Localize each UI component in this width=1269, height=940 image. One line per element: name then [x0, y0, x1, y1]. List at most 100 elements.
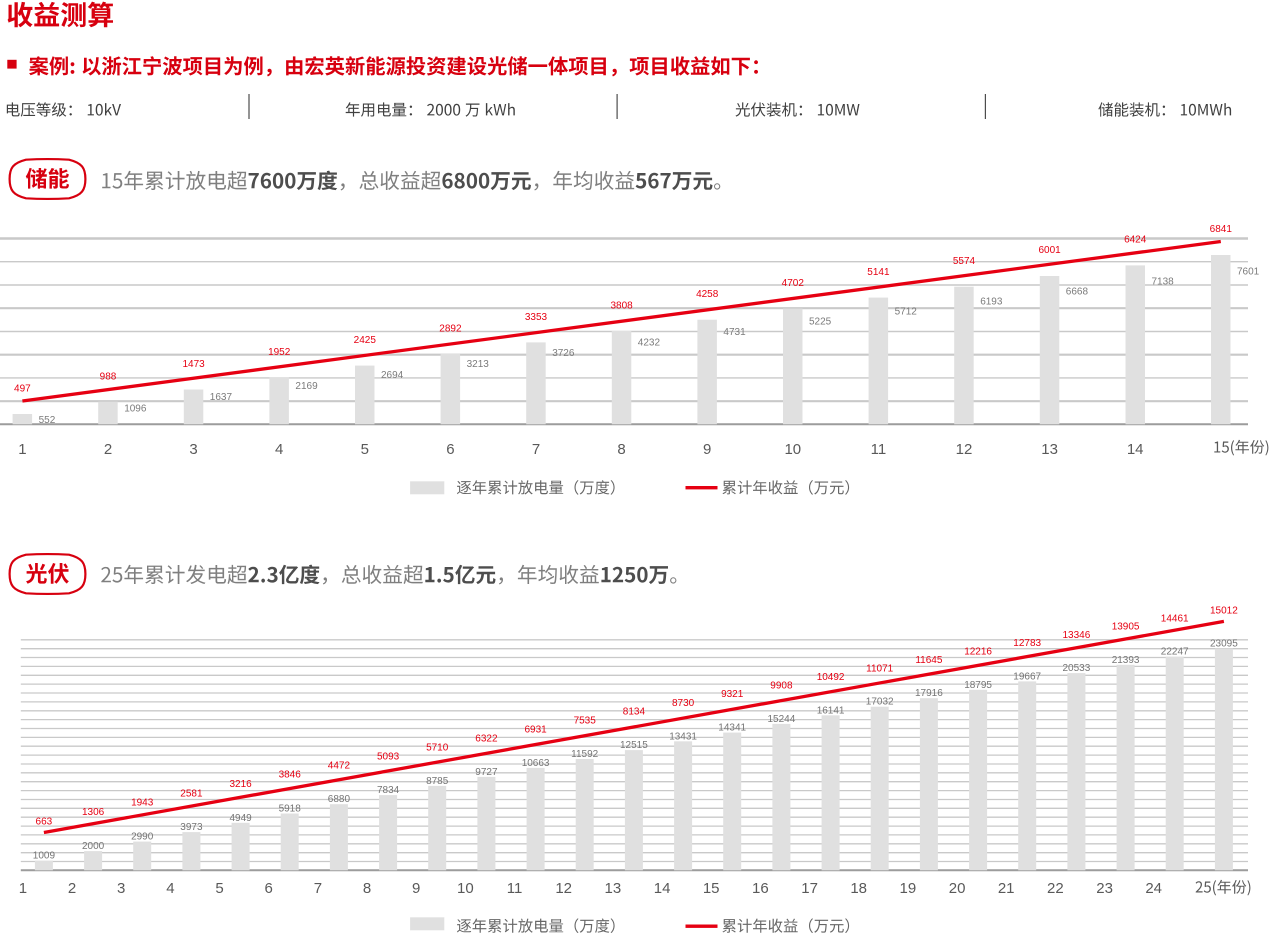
svg-text:6001: 6001 [1038, 245, 1061, 256]
svg-text:4: 4 [166, 880, 174, 897]
svg-text:6668: 6668 [1066, 286, 1089, 297]
svg-text:10663: 10663 [522, 758, 550, 769]
svg-text:2694: 2694 [381, 370, 404, 381]
svg-text:2169: 2169 [295, 381, 318, 392]
svg-text:13: 13 [1041, 441, 1058, 458]
svg-text:10492: 10492 [817, 672, 845, 683]
svg-text:1: 1 [19, 880, 27, 897]
svg-text:1: 1 [18, 441, 26, 458]
svg-text:7601: 7601 [1237, 267, 1260, 278]
svg-text:1306: 1306 [82, 807, 105, 818]
svg-text:5710: 5710 [426, 742, 449, 753]
svg-text:6880: 6880 [328, 794, 351, 805]
svg-text:17916: 17916 [915, 688, 943, 699]
svg-text:6322: 6322 [475, 733, 498, 744]
svg-text:22247: 22247 [1161, 647, 1189, 658]
svg-text:2000: 2000 [82, 841, 105, 852]
svg-text:15: 15 [703, 880, 720, 897]
svg-text:7535: 7535 [574, 715, 597, 726]
svg-text:15012: 15012 [1210, 605, 1238, 616]
svg-text:14: 14 [654, 880, 671, 897]
svg-text:2990: 2990 [131, 832, 154, 843]
svg-text:10: 10 [784, 441, 801, 458]
svg-text:8: 8 [363, 880, 371, 897]
svg-text:19: 19 [900, 880, 917, 897]
svg-text:17032: 17032 [866, 697, 894, 708]
svg-text:11592: 11592 [571, 749, 599, 760]
svg-text:11: 11 [507, 880, 523, 897]
svg-text:20: 20 [949, 880, 966, 897]
svg-text:8785: 8785 [426, 776, 449, 787]
svg-text:12216: 12216 [964, 647, 992, 658]
svg-text:4472: 4472 [328, 761, 351, 772]
svg-text:1009: 1009 [33, 851, 56, 862]
svg-text:9: 9 [703, 441, 711, 458]
svg-text:3846: 3846 [279, 770, 302, 781]
svg-text:19667: 19667 [1013, 671, 1041, 682]
svg-text:5225: 5225 [809, 317, 832, 328]
svg-text:9727: 9727 [475, 767, 498, 778]
svg-text:4949: 4949 [229, 813, 252, 824]
svg-text:12: 12 [555, 880, 572, 897]
svg-text:3973: 3973 [180, 822, 203, 833]
svg-text:14341: 14341 [718, 723, 746, 734]
svg-text:4: 4 [275, 441, 283, 458]
svg-text:7138: 7138 [1152, 276, 1175, 287]
svg-text:20533: 20533 [1062, 663, 1090, 674]
svg-text:2581: 2581 [180, 788, 203, 799]
svg-text:12: 12 [956, 441, 973, 458]
svg-text:497: 497 [14, 384, 31, 395]
svg-text:2892: 2892 [439, 323, 462, 334]
svg-text:7834: 7834 [377, 785, 400, 796]
svg-text:1096: 1096 [124, 403, 147, 414]
svg-text:6424: 6424 [1124, 235, 1147, 246]
svg-text:11645: 11645 [915, 655, 943, 666]
svg-text:663: 663 [36, 817, 53, 828]
svg-text:13: 13 [605, 880, 622, 897]
svg-text:18: 18 [850, 880, 867, 897]
svg-text:2: 2 [68, 880, 76, 897]
svg-text:23095: 23095 [1210, 639, 1238, 650]
svg-text:6: 6 [446, 441, 454, 458]
svg-text:1637: 1637 [210, 392, 233, 403]
svg-text:5: 5 [361, 441, 369, 458]
svg-text:5574: 5574 [953, 256, 976, 267]
svg-text:16141: 16141 [817, 705, 845, 716]
svg-text:3726: 3726 [552, 348, 575, 359]
svg-text:9321: 9321 [721, 689, 744, 700]
svg-text:5141: 5141 [867, 267, 890, 278]
svg-text:15244: 15244 [767, 714, 795, 725]
svg-text:8730: 8730 [672, 698, 695, 709]
svg-text:12515: 12515 [620, 740, 648, 751]
svg-text:8134: 8134 [623, 707, 646, 718]
svg-text:5093: 5093 [377, 751, 400, 762]
svg-text:3: 3 [189, 441, 197, 458]
svg-text:4702: 4702 [782, 278, 805, 289]
svg-text:11071: 11071 [866, 663, 894, 674]
svg-text:6841: 6841 [1210, 224, 1233, 235]
svg-text:5: 5 [215, 880, 223, 897]
svg-text:3808: 3808 [610, 300, 633, 311]
svg-text:2: 2 [104, 441, 112, 458]
svg-text:1952: 1952 [268, 347, 291, 358]
svg-text:11: 11 [871, 441, 887, 458]
svg-text:21: 21 [998, 880, 1015, 897]
svg-text:9: 9 [412, 880, 420, 897]
svg-text:1943: 1943 [131, 798, 154, 809]
svg-text:9908: 9908 [770, 681, 793, 692]
svg-text:4232: 4232 [638, 338, 661, 349]
svg-text:13346: 13346 [1062, 630, 1090, 641]
svg-text:23: 23 [1096, 880, 1113, 897]
svg-text:3216: 3216 [229, 779, 252, 790]
svg-text:7: 7 [532, 441, 540, 458]
svg-text:22: 22 [1047, 880, 1064, 897]
svg-text:10: 10 [457, 880, 474, 897]
svg-text:6931: 6931 [524, 724, 547, 735]
svg-text:7: 7 [314, 880, 322, 897]
svg-text:3353: 3353 [525, 312, 548, 323]
svg-text:14461: 14461 [1161, 614, 1189, 625]
svg-text:18795: 18795 [964, 680, 992, 691]
svg-text:14: 14 [1127, 441, 1144, 458]
svg-text:21393: 21393 [1112, 655, 1140, 666]
svg-text:4731: 4731 [723, 327, 746, 338]
